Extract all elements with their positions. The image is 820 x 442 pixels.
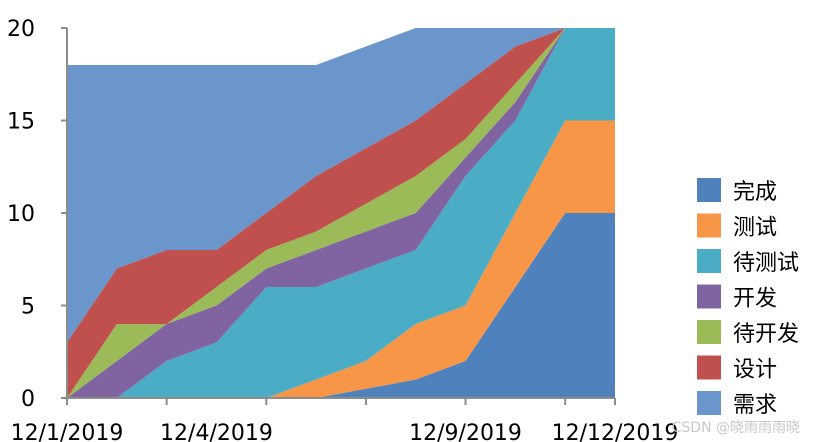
area-series-6: [67, 28, 615, 398]
legend-label: 完成: [733, 180, 777, 205]
y-tick-labels: 0 5 10 15 20: [7, 17, 35, 412]
x-tick-label: 12/9/2019: [409, 421, 522, 442]
area-series-2: [67, 120, 615, 398]
axes: [61, 27, 616, 405]
legend-label: 测试: [733, 216, 777, 241]
x-tick-label: 12/1/2019: [11, 421, 124, 442]
legend-swatch: [697, 249, 721, 273]
area-series-3: [67, 28, 615, 398]
area-series-7: [67, 28, 615, 343]
watermark-text: CSDN @晓雨雨雨晓: [672, 420, 800, 436]
legend-swatch: [697, 213, 721, 238]
y-tick-label: 20: [7, 17, 35, 42]
legend-swatch: [697, 284, 721, 309]
legend-label: 开发: [733, 287, 777, 312]
y-tick-label: 10: [7, 202, 35, 227]
x-tick-label: 12/4/2019: [160, 421, 273, 442]
x-tick-labels: 12/1/2019 12/4/2019 12/9/2019 12/12/2019: [11, 421, 679, 442]
legend-label: 设计: [733, 358, 777, 383]
area-series-group: [67, 28, 615, 398]
legend-swatch: [697, 178, 721, 202]
legend-swatch: [697, 391, 721, 415]
legend-label: 待测试: [733, 251, 799, 276]
y-tick-label: 0: [21, 387, 35, 412]
legend-swatch: [697, 320, 721, 344]
area-series-1: [67, 213, 615, 398]
area-series-4: [67, 28, 615, 398]
y-tick-label: 5: [21, 295, 35, 320]
legend-swatch: [697, 355, 721, 380]
legend-label: 待开发: [733, 322, 799, 347]
y-tick-label: 15: [7, 110, 35, 135]
area-series-5: [67, 28, 615, 398]
legend-label: 需求: [733, 393, 777, 418]
x-tick-label: 12/12/2019: [552, 421, 679, 442]
